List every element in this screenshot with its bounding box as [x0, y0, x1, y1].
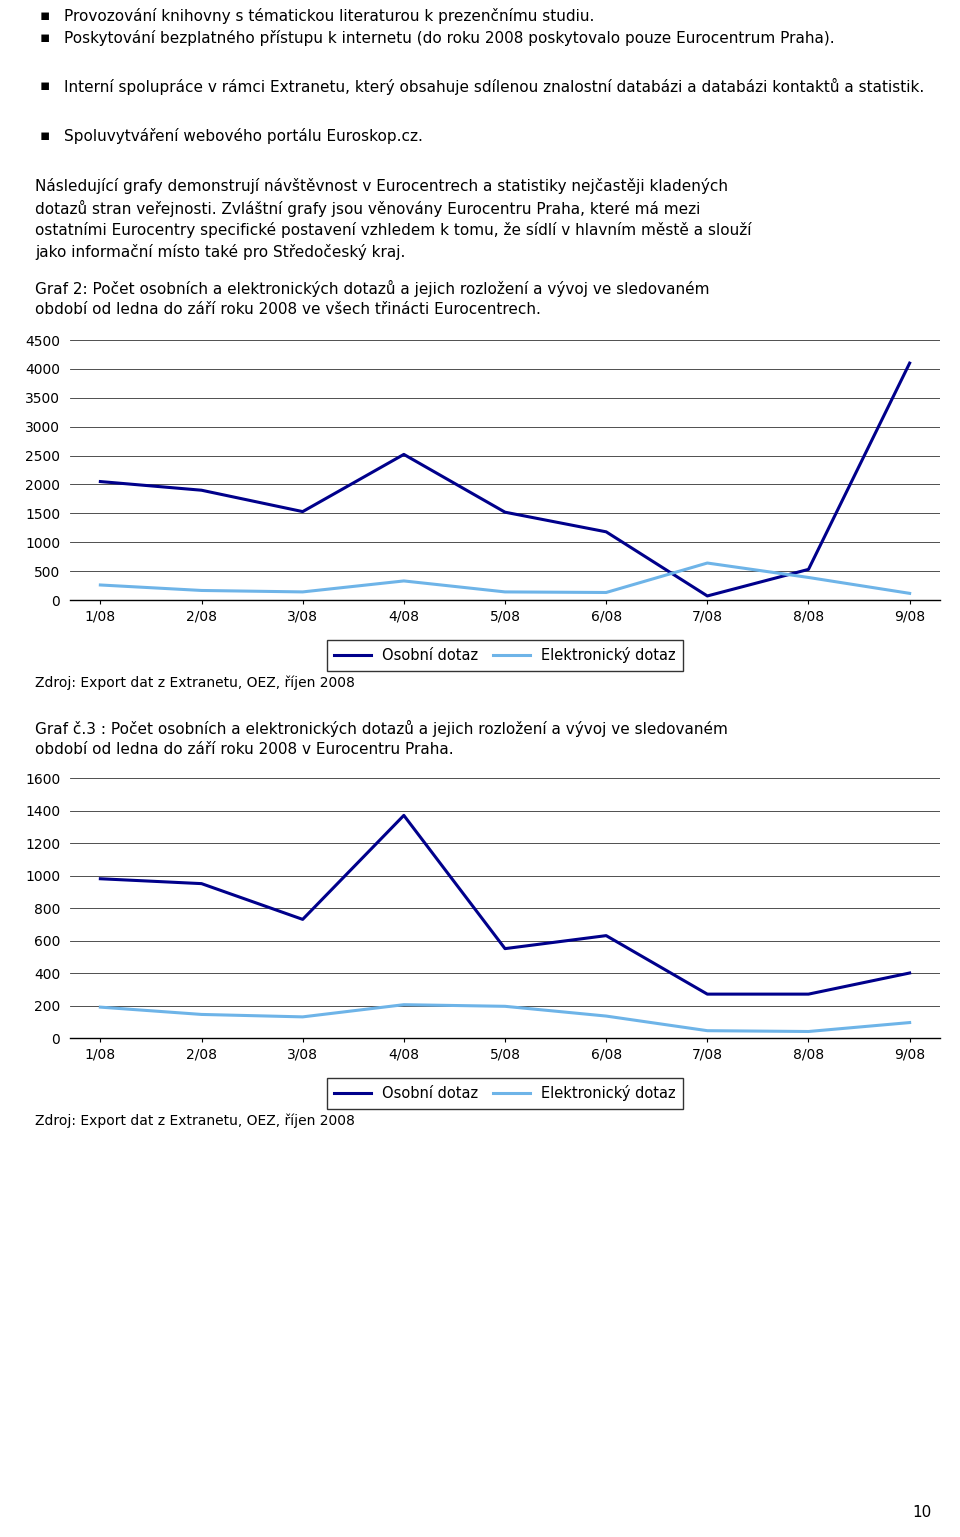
Text: dotazů stran veřejnosti. Zvláštní grafy jsou věnovány Eurocentru Praha, které má: dotazů stran veřejnosti. Zvláštní grafy … — [35, 200, 701, 217]
Text: Provozování knihovny s tématickou literaturou k prezenčnímu studiu.: Provozování knihovny s tématickou litera… — [63, 8, 594, 25]
Text: období od ledna do září roku 2008 v Eurocentru Praha.: období od ledna do září roku 2008 v Euro… — [35, 742, 454, 758]
Text: Graf č.3 : Počet osobních a elektronických dotazů a jejich rozložení a vývoj ve : Graf č.3 : Počet osobních a elektronický… — [35, 719, 728, 738]
Text: období od ledna do září roku 2008 ve všech třinácti Eurocentrech.: období od ledna do září roku 2008 ve vše… — [35, 301, 540, 317]
Text: Interní spolupráce v rámci Extranetu, který obsahuje sdílenou znalostní databázi: Interní spolupráce v rámci Extranetu, kt… — [63, 78, 924, 95]
Text: ▪: ▪ — [39, 8, 50, 23]
Text: ▪: ▪ — [39, 31, 50, 45]
Text: ▪: ▪ — [39, 78, 50, 94]
Text: ▪: ▪ — [39, 128, 50, 143]
Text: Graf 2: Počet osobních a elektronických dotazů a jejich rozložení a vývoj ve sle: Graf 2: Počet osobních a elektronických … — [35, 280, 709, 297]
Legend: Osobní dotaz, Elektronický dotaz: Osobní dotaz, Elektronický dotaz — [327, 639, 684, 670]
Text: Následující grafy demonstrují návštěvnost v Eurocentrech a statistiky nejčastěji: Následující grafy demonstrují návštěvnos… — [35, 178, 728, 194]
Text: ostatními Eurocentry specifické postavení vzhledem k tomu, že sídlí v hlavním mě: ostatními Eurocentry specifické postaven… — [35, 221, 752, 238]
Text: Zdroj: Export dat z Extranetu, OEZ, říjen 2008: Zdroj: Export dat z Extranetu, OEZ, říje… — [35, 1113, 355, 1128]
Text: Zdroj: Export dat z Extranetu, OEZ, říjen 2008: Zdroj: Export dat z Extranetu, OEZ, říje… — [35, 675, 355, 690]
Text: jako informační místo také pro Středočeský kraj.: jako informační místo také pro Středočes… — [35, 244, 405, 260]
Legend: Osobní dotaz, Elektronický dotaz: Osobní dotaz, Elektronický dotaz — [327, 1077, 684, 1108]
Text: Poskytování bezplatného přístupu k internetu (do roku 2008 poskytovalo pouze Eur: Poskytování bezplatného přístupu k inter… — [63, 31, 834, 46]
Text: 10: 10 — [912, 1505, 931, 1520]
Text: Spoluvytváření webového portálu Euroskop.cz.: Spoluvytváření webového portálu Euroskop… — [63, 128, 422, 144]
